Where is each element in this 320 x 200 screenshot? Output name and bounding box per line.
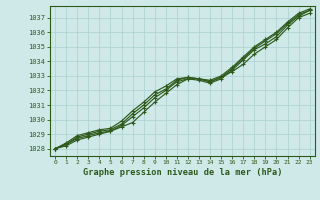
X-axis label: Graphe pression niveau de la mer (hPa): Graphe pression niveau de la mer (hPa) (83, 168, 282, 177)
